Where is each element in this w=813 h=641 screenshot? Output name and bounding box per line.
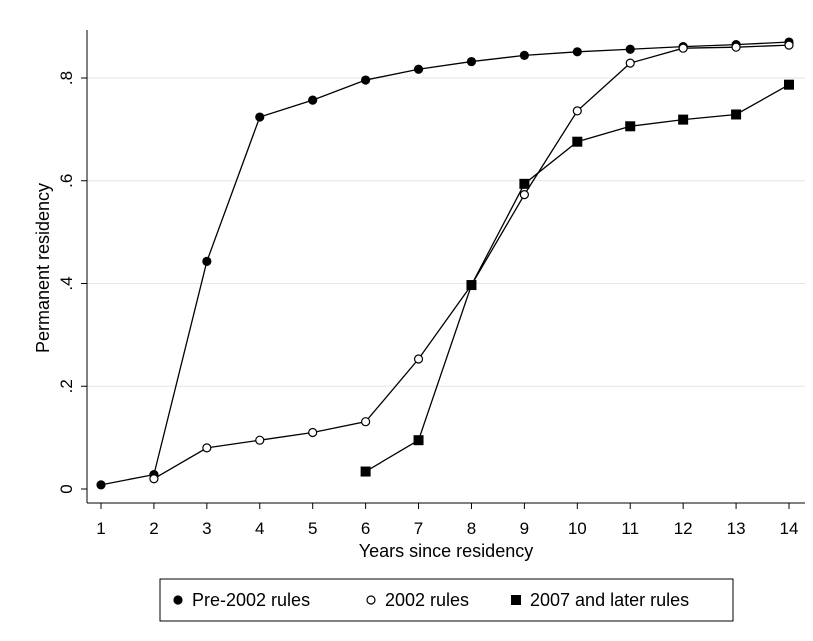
legend-label-3: 2007 and later rules xyxy=(530,590,689,610)
legend: Pre-2002 rules 2002 rules 2007 and later r… xyxy=(159,578,734,622)
legend-box xyxy=(159,578,734,622)
y-tick-label: .8 xyxy=(57,71,76,85)
data-point-series-2 xyxy=(519,190,529,200)
legend-marker-3 xyxy=(511,595,521,605)
y-tick-label: .4 xyxy=(57,276,76,290)
data-point-series-1 xyxy=(572,47,582,57)
data-point-series-2 xyxy=(149,474,159,484)
data-point-series-2 xyxy=(255,435,265,445)
x-tick-label: 13 xyxy=(727,519,746,538)
data-point-series-1 xyxy=(202,256,212,267)
data-point-series-3 xyxy=(519,178,530,189)
data-point-series-3 xyxy=(466,280,477,291)
legend-label-2: 2002 rules xyxy=(385,590,469,610)
data-point-series-2 xyxy=(202,443,212,453)
y-axis-title: Permanent residency xyxy=(33,183,53,353)
x-tick-label: 10 xyxy=(568,519,587,538)
x-tick-label: 12 xyxy=(674,519,693,538)
y-tick-label: .2 xyxy=(57,379,76,393)
x-tick-label: 9 xyxy=(520,519,529,538)
data-point-series-2 xyxy=(784,40,794,50)
x-tick-label: 3 xyxy=(202,519,211,538)
x-axis: 1 2 3 4 5 6 7 8 9 10 11 12 13 14 xyxy=(87,502,805,538)
x-tick-label: 7 xyxy=(414,519,423,538)
data-point-series-2 xyxy=(678,43,688,53)
data-point-series-2 xyxy=(572,106,582,116)
data-point-series-3 xyxy=(731,109,742,120)
data-point-series-1 xyxy=(361,75,371,85)
x-tick-label: 2 xyxy=(149,519,158,538)
gridlines xyxy=(87,77,805,387)
data-point-series-1 xyxy=(255,112,265,122)
data-point-series-1 xyxy=(308,95,318,105)
data-point-series-2 xyxy=(625,58,635,68)
data-point-series-3 xyxy=(625,121,636,132)
x-tick-label: 8 xyxy=(467,519,476,538)
x-tick-label: 14 xyxy=(780,519,799,538)
x-tick-label: 11 xyxy=(621,519,639,538)
x-tick-label: 4 xyxy=(255,519,264,538)
data-point-series-3 xyxy=(360,466,371,477)
data-point-series-1 xyxy=(413,64,424,74)
data-point-series-3 xyxy=(572,136,583,147)
data-point-series-1 xyxy=(466,56,477,67)
x-axis-title: Years since residency xyxy=(359,541,533,561)
y-axis: 0 .2 .4 .6 .8 xyxy=(57,30,88,503)
data-point-series-1 xyxy=(96,480,106,490)
data-point-series-1 xyxy=(625,44,635,54)
data-point-series-2 xyxy=(731,42,741,52)
x-tick-label: 6 xyxy=(361,519,370,538)
x-tick-label: 5 xyxy=(308,519,317,538)
series-markers xyxy=(96,37,794,490)
legend-marker-2 xyxy=(366,595,376,605)
data-point-series-3 xyxy=(413,435,424,446)
y-tick-label: 0 xyxy=(57,484,76,493)
data-point-series-3 xyxy=(678,114,689,125)
y-tick-label: .6 xyxy=(57,174,76,188)
data-point-series-3 xyxy=(784,79,794,90)
x-tick-label: 1 xyxy=(96,519,105,538)
series-line-1 xyxy=(100,41,790,486)
data-point-series-1 xyxy=(519,50,529,60)
legend-label-1: Pre-2002 rules xyxy=(192,590,310,610)
data-point-series-2 xyxy=(361,417,371,427)
data-point-series-2 xyxy=(308,427,318,438)
legend-marker-1 xyxy=(173,595,183,605)
data-point-series-2 xyxy=(413,354,424,364)
